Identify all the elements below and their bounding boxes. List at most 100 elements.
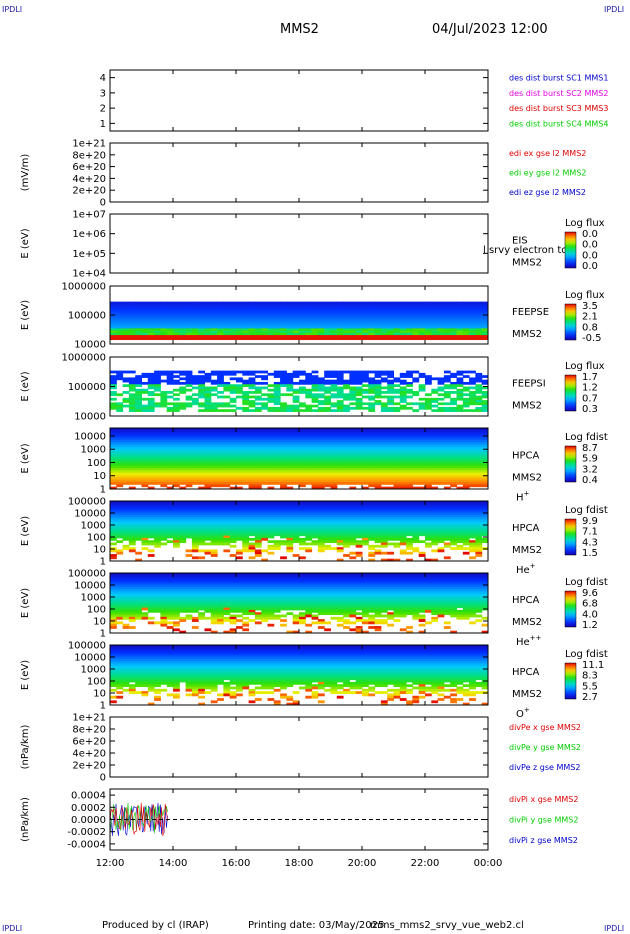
spectrogram-cell <box>273 328 281 332</box>
spectrogram-cell <box>166 573 174 576</box>
spectrogram-cell <box>292 375 300 378</box>
spectrogram-cell <box>110 503 117 507</box>
spectrogram-cell <box>147 577 155 581</box>
spectrogram-cell <box>362 501 369 504</box>
spectrogram-cell <box>469 542 476 546</box>
spectrogram-cell <box>399 540 407 544</box>
spectrogram-cell <box>267 335 275 338</box>
spectrogram-cell <box>128 465 136 469</box>
spectrogram-cell <box>311 330 319 334</box>
spectrogram-cell <box>173 526 180 530</box>
spectrogram-cell <box>286 531 294 534</box>
spectrogram-cell <box>462 301 470 305</box>
spectrogram-cell <box>248 377 256 381</box>
spectrogram-cell <box>317 337 325 341</box>
spectrogram-cell <box>185 449 193 452</box>
spectrogram-cell <box>368 303 376 307</box>
spectrogram-cell <box>229 510 237 514</box>
spectrogram-cell <box>286 323 294 327</box>
spectrogram-cell <box>412 526 420 530</box>
spectrogram-cell <box>462 335 470 338</box>
spectrogram-cell <box>229 481 237 485</box>
spectrogram-cell <box>154 605 161 609</box>
spectrogram-cell <box>154 537 161 541</box>
spectrogram-cell <box>399 535 407 539</box>
spectrogram-cell <box>311 507 319 511</box>
spectrogram-cell <box>204 460 212 464</box>
spectrogram-cell <box>406 330 413 334</box>
spectrogram-cell <box>317 519 325 523</box>
spectrogram-cell <box>261 321 268 325</box>
spectrogram-cell <box>160 370 168 374</box>
spectrogram-cell <box>128 586 136 590</box>
spectrogram-cell <box>254 381 262 385</box>
spectrogram-cell <box>179 337 187 341</box>
spectrogram-cell <box>122 591 130 595</box>
spectrogram-cell <box>273 381 281 385</box>
spectrogram-cell <box>317 442 325 445</box>
spectrogram-cell <box>229 303 237 307</box>
spectrogram-cell <box>116 575 124 579</box>
spectrogram-cell <box>286 377 294 381</box>
spectrogram-cell <box>324 501 331 504</box>
spectrogram-cell <box>336 521 344 525</box>
spectrogram-cell <box>406 406 413 410</box>
spectrogram-cell <box>223 460 231 464</box>
spectrogram-cell <box>292 332 300 336</box>
spectrogram-cell <box>286 542 294 546</box>
spectrogram-cell <box>135 310 142 314</box>
spectrogram-cell <box>122 446 130 450</box>
spectrogram-cell <box>160 607 168 611</box>
spectrogram-cell <box>431 521 439 525</box>
spectrogram-cell <box>210 514 218 518</box>
spectrogram-cell <box>311 317 319 320</box>
spectrogram-cell <box>179 460 187 464</box>
spectrogram-cell <box>179 303 187 307</box>
spectrogram-cell <box>166 330 174 334</box>
spectrogram-cell <box>362 481 369 485</box>
spectrogram-cell <box>166 453 174 457</box>
spectrogram-cell <box>179 370 187 374</box>
spectrogram-cell <box>437 388 445 392</box>
spectrogram-cell <box>160 312 168 316</box>
spectrogram-cell <box>166 626 174 629</box>
spectrogram-cell <box>179 540 187 544</box>
spectrogram-cell <box>317 549 325 553</box>
spectrogram-cell <box>204 521 212 525</box>
spectrogram-cell <box>185 481 193 485</box>
spectrogram-cell <box>160 598 168 602</box>
spectrogram-cell <box>185 526 193 530</box>
spectrogram-cell <box>217 465 224 469</box>
spectrogram-cell <box>160 308 168 312</box>
spectrogram-cell <box>349 467 357 471</box>
spectrogram-cell <box>191 537 199 541</box>
spectrogram-cell <box>223 470 231 474</box>
spectrogram-cell <box>191 531 199 534</box>
spectrogram-cell <box>229 397 237 401</box>
legend-label: edi ex gse l2 MMS2 <box>509 149 586 158</box>
spectrogram-cell <box>147 449 155 452</box>
spectrogram-cell <box>469 467 476 471</box>
spectrogram-cell <box>317 531 325 534</box>
spectrogram-cell <box>198 472 205 476</box>
spectrogram-cell <box>135 428 142 431</box>
spectrogram-cell <box>204 315 212 318</box>
spectrogram-cell <box>481 477 489 481</box>
spectrogram-cell <box>147 584 155 588</box>
spectrogram-cell <box>154 521 161 525</box>
spectrogram-cell <box>299 439 306 443</box>
spectrogram-cell <box>330 472 338 476</box>
spectrogram-cell <box>147 335 155 338</box>
spectrogram-cell <box>481 512 489 516</box>
spectrogram-cell <box>362 524 369 527</box>
spectrogram-cell <box>236 456 243 459</box>
spectrogram-cell <box>267 458 275 462</box>
spectrogram-cell <box>481 428 489 431</box>
spectrogram-cell <box>380 402 388 406</box>
spectrogram-cell <box>147 400 155 403</box>
spectrogram-cell <box>299 428 306 431</box>
spectrogram-cell <box>481 323 489 327</box>
spectrogram-cell <box>437 432 445 436</box>
spectrogram-cell <box>116 526 124 530</box>
spectrogram-cell <box>305 406 313 410</box>
